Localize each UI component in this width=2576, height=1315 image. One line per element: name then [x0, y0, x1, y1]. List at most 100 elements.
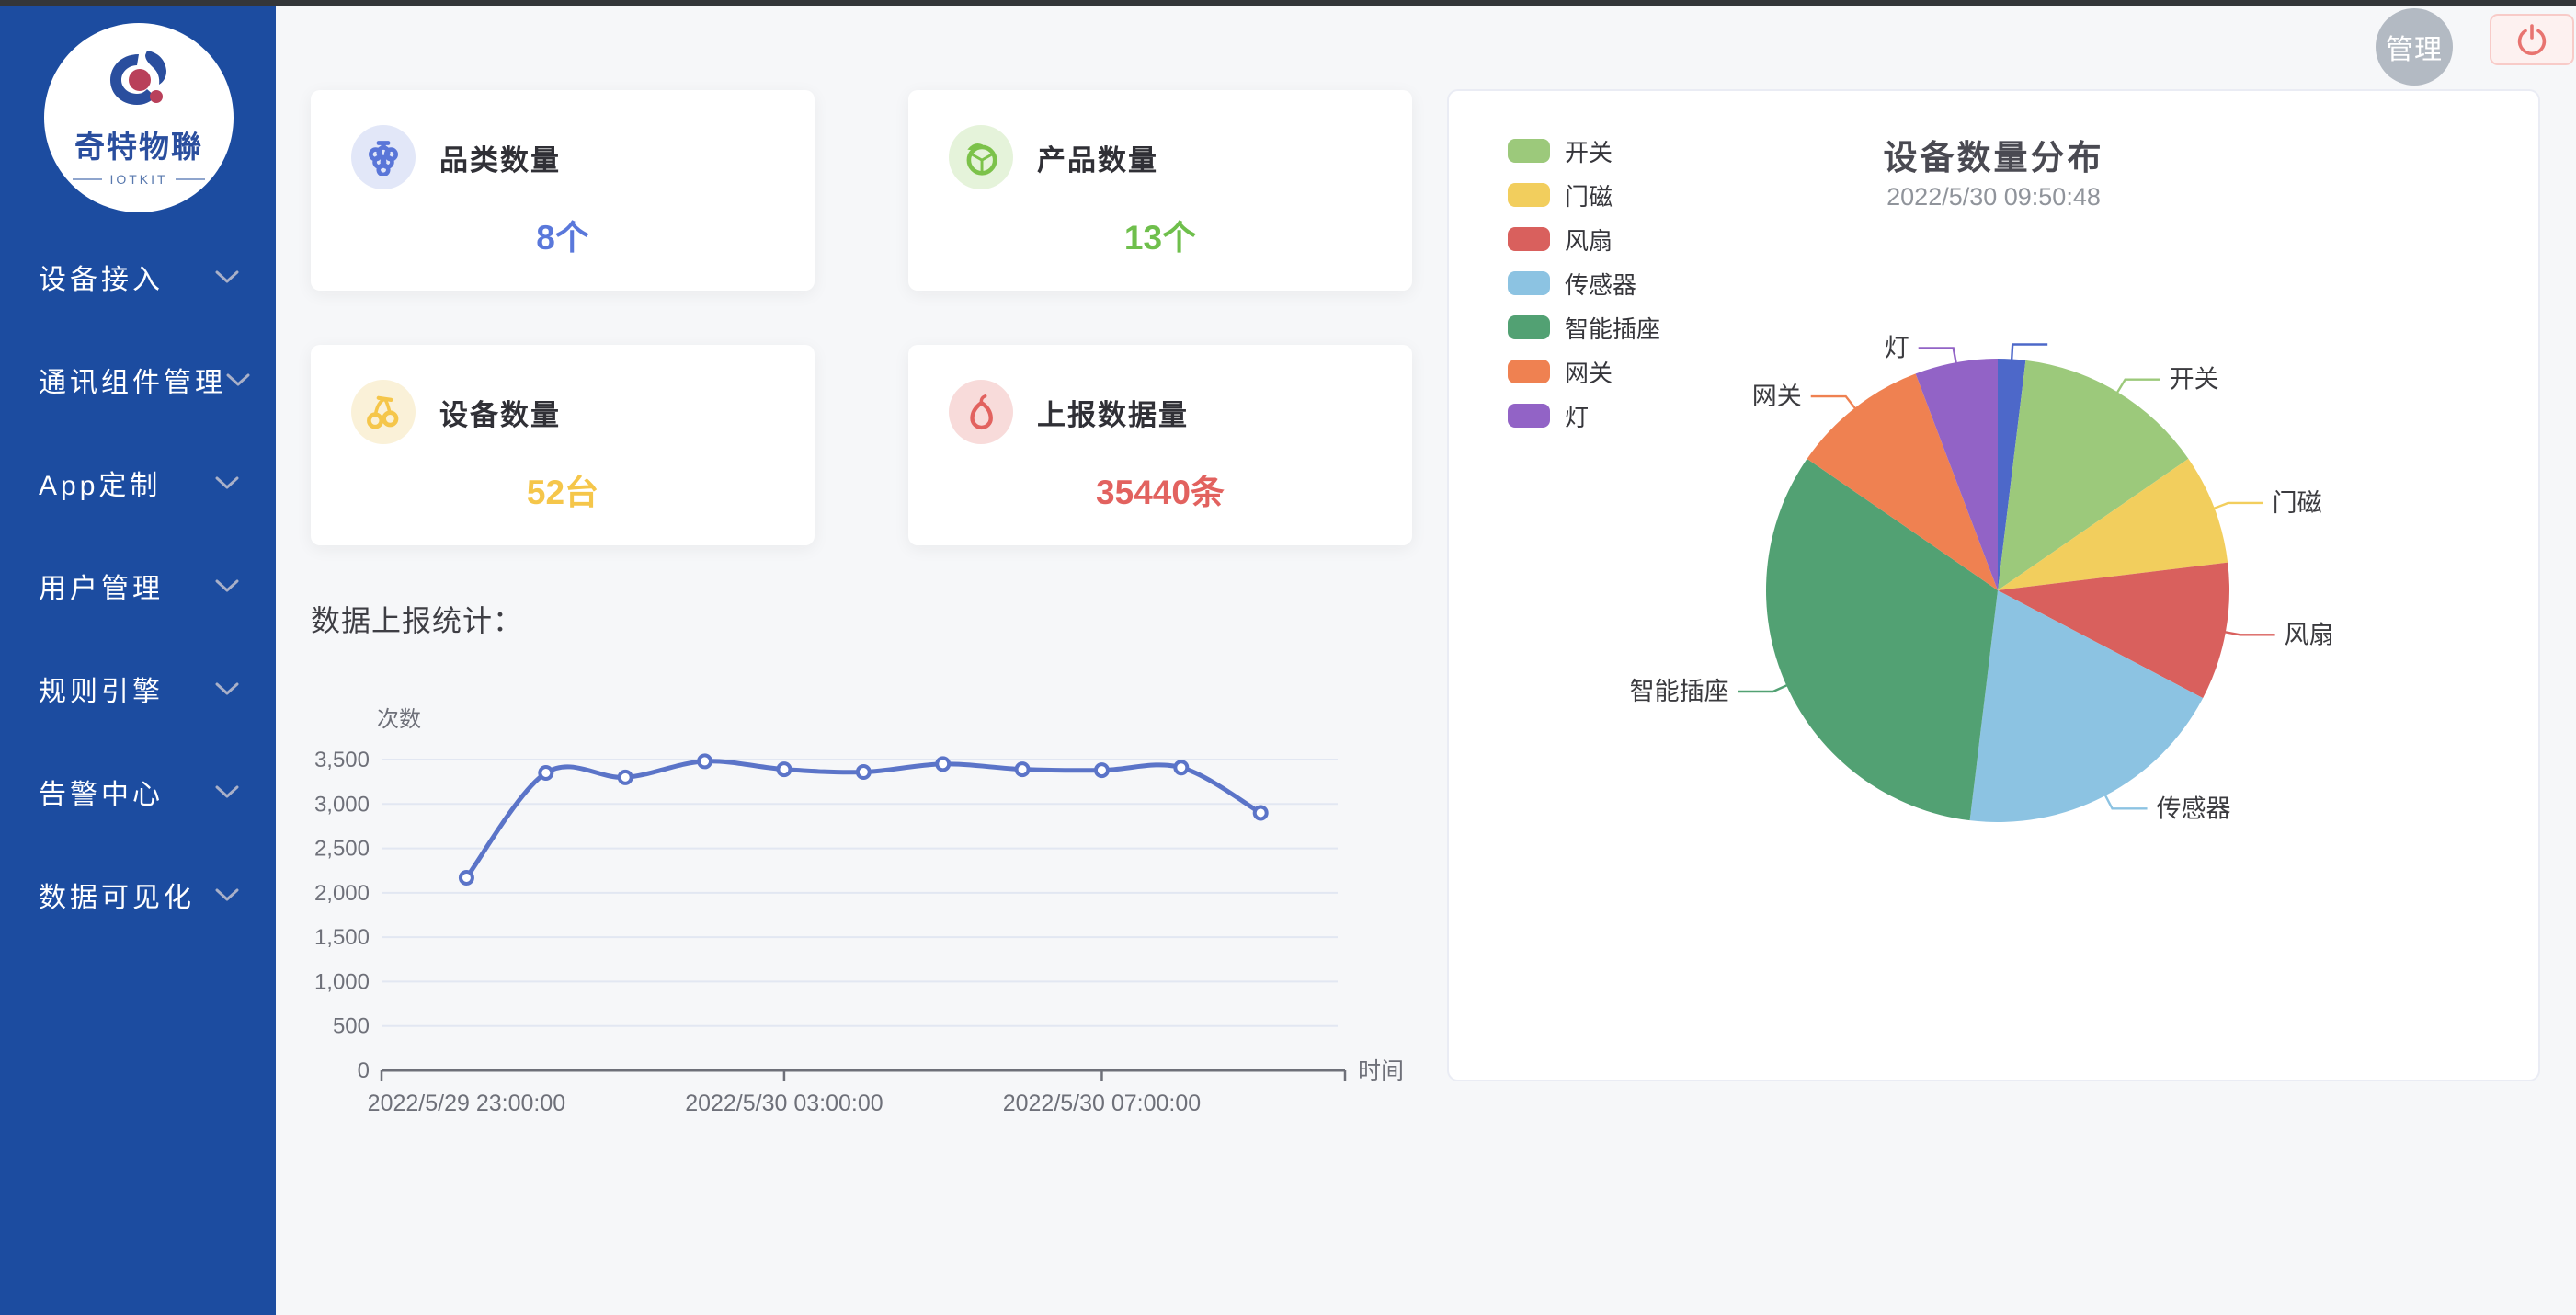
data-point-8[interactable]: [1093, 762, 1110, 779]
pie-label-line: [1738, 683, 1789, 693]
chevron-down-icon: [215, 682, 239, 694]
pie-label: 传感器: [2157, 795, 2231, 822]
data-point-6[interactable]: [935, 756, 952, 772]
data-point-2[interactable]: [617, 769, 633, 785]
stat-card-head: 上报数据量: [949, 380, 1189, 444]
chevron-down-icon: [215, 785, 239, 797]
pie-label-line: [2010, 343, 2048, 361]
logout-button[interactable]: [2490, 14, 2574, 65]
legend-item-6[interactable]: 灯: [1508, 404, 1660, 431]
y-tick-label: 2,000: [314, 881, 370, 906]
x-tick-label: 2022/5/29 23:00:00: [368, 1091, 565, 1116]
logo-mark-icon: [110, 51, 166, 105]
sidebar-item-4[interactable]: 规则引擎: [0, 637, 276, 740]
avatar[interactable]: 管理: [2376, 8, 2453, 86]
pie-slice-风扇[interactable]: [1998, 562, 2229, 699]
sidebar-item-3[interactable]: 用户管理: [0, 534, 276, 637]
legend-label: 门磁: [1565, 182, 1613, 211]
legend-swatch: [1508, 227, 1550, 251]
legend-swatch: [1508, 271, 1550, 295]
pie-label: 门磁: [2273, 489, 2322, 517]
y-tick-label: 3,500: [314, 748, 370, 772]
chevron-down-icon: [215, 476, 239, 488]
legend-item-3[interactable]: 传感器: [1508, 271, 1660, 299]
data-point-3[interactable]: [697, 753, 713, 770]
lime-icon: [949, 125, 1013, 189]
avatar-label: 管理: [2386, 35, 2443, 65]
stat-card-value: 35440条: [1096, 474, 1225, 511]
chevron-down-icon: [215, 579, 239, 591]
sidebar-item-5[interactable]: 告警中心: [0, 740, 276, 843]
pie-slice-智能插座[interactable]: [1765, 458, 1998, 821]
sidebar-item-6[interactable]: 数据可见化: [0, 843, 276, 946]
stat-card-head: 产品数量: [949, 125, 1158, 189]
data-point-4[interactable]: [776, 761, 792, 778]
y-tick-label: 1,500: [314, 925, 370, 950]
sidebar-item-2[interactable]: App定制: [0, 431, 276, 534]
y-tick-label: 1,000: [314, 969, 370, 994]
pie-label-line: [2223, 630, 2275, 636]
sidebar-item-label: 规则引擎: [39, 677, 164, 707]
sidebar-item-label: 用户管理: [39, 574, 164, 604]
sidebar-item-0[interactable]: 设备接入: [0, 225, 276, 328]
pie-chart-card: 设备数量分布 2022/5/30 09:50:48 开关 门磁 风扇 传感器 智能插座网…: [1447, 89, 2540, 1081]
legend-item-1[interactable]: 门磁: [1508, 183, 1660, 211]
stat-card-title: 上报数据量: [1037, 398, 1189, 431]
logo-rule-left: [73, 178, 103, 180]
pie-chart-timestamp: 2022/5/30 09:50:48: [1886, 183, 2101, 211]
data-point-5[interactable]: [855, 764, 872, 781]
stat-card-title: 设备数量: [439, 398, 561, 431]
pie-slice-unnamed[interactable]: [1998, 359, 2026, 590]
legend-swatch: [1508, 315, 1550, 339]
pie-slice-传感器[interactable]: [1969, 590, 2204, 822]
sidebar-item-1[interactable]: 通讯组件管理: [0, 328, 276, 431]
pie-label: 开关: [2170, 366, 2219, 394]
pear-icon: [949, 380, 1013, 444]
stat-card-0: 品类数量 8个: [311, 90, 815, 291]
stat-card-2: 设备数量 52台: [311, 345, 815, 545]
pie-slice-灯[interactable]: [1915, 359, 1998, 590]
stat-card-title: 品类数量: [439, 143, 561, 177]
data-point-10[interactable]: [1252, 805, 1269, 821]
chevron-down-icon: [215, 270, 239, 282]
logo-title: 奇特物聯: [74, 130, 203, 164]
pie-label-line: [2115, 378, 2160, 394]
y-tick-label: 3,000: [314, 792, 370, 817]
legend-item-5[interactable]: 网关: [1508, 360, 1660, 387]
pie-slice-网关[interactable]: [1807, 373, 1998, 590]
pie-slice-门磁[interactable]: [1998, 458, 2228, 590]
line-chart-svg[interactable]: 0 500 1,000 1,500 2,000 2,500 3,000 3,500 次数 2022…: [303, 664, 1434, 1124]
data-point-7[interactable]: [1014, 761, 1031, 778]
legend-swatch: [1508, 183, 1550, 207]
y-tick-label: 500: [333, 1014, 370, 1039]
sidebar-item-label: 通讯组件管理: [39, 368, 226, 398]
legend-label: 开关: [1565, 138, 1613, 166]
sidebar-menu: 设备接入通讯组件管理 App定制用户管理规则引擎告警中心数据可见化: [0, 225, 276, 946]
legend-label: 灯: [1565, 403, 1590, 431]
legend-item-4[interactable]: 智能插座: [1508, 315, 1660, 343]
data-point-9[interactable]: [1173, 760, 1190, 776]
cherry-icon: [351, 380, 416, 444]
x-tick-label: 2022/5/30 03:00:00: [685, 1091, 883, 1116]
y-axis-name: 次数: [377, 707, 421, 732]
legend-item-2[interactable]: 风扇: [1508, 227, 1660, 255]
data-point-1[interactable]: [538, 764, 554, 781]
legend-item-0[interactable]: 开关: [1508, 139, 1660, 166]
y-tick-label: 2,500: [314, 837, 370, 862]
x-tick-label: 2022/5/30 07:00:00: [1003, 1091, 1201, 1116]
legend-swatch: [1508, 404, 1550, 428]
pie-slice-开关[interactable]: [1998, 360, 2189, 590]
pie-label-line: [1810, 394, 1857, 410]
stat-card-title: 产品数量: [1037, 143, 1158, 177]
logo-subtitle-row: IOTKIT: [73, 172, 205, 187]
chevron-down-icon: [215, 888, 239, 900]
pie-label: 网关: [1752, 383, 1802, 410]
data-point-0[interactable]: [458, 869, 474, 886]
x-axis-name: 时间: [1358, 1058, 1404, 1084]
sidebar-item-label: 告警中心: [39, 780, 164, 810]
logo: 奇特物聯 IOTKIT: [44, 23, 234, 212]
pie-label-line: [1918, 347, 1958, 365]
power-icon: [2517, 24, 2547, 56]
pie-label-line: [2103, 793, 2148, 810]
